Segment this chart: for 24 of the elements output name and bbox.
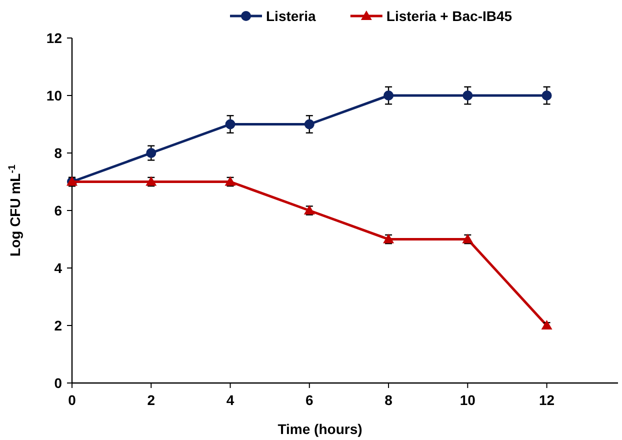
y-tick-label: 6: [54, 202, 62, 218]
legend-label: Listeria + Bac-IB45: [386, 8, 512, 24]
x-tick-label: 6: [305, 392, 314, 408]
x-tick-label: 4: [226, 392, 234, 408]
point: [225, 119, 236, 130]
y-tick-label: 10: [46, 87, 62, 104]
point: [304, 119, 314, 130]
y-tick-label: 0: [54, 374, 62, 391]
y-tick-label: 12: [46, 30, 62, 46]
point: [146, 148, 156, 158]
point: [542, 90, 552, 100]
point: [384, 90, 394, 100]
x-tick-label: 2: [147, 392, 156, 408]
y-tick-label: 2: [54, 317, 62, 334]
y-tick-label: 4: [54, 260, 62, 276]
x-tick-label: 8: [384, 392, 393, 408]
point: [462, 90, 473, 100]
x-tick-label: 12: [538, 392, 555, 408]
x-axis-title: Time (hours): [278, 421, 362, 437]
x-tick-label: 10: [460, 392, 476, 408]
point: [541, 320, 552, 330]
y-tick-label: 8: [54, 144, 62, 161]
x-tick-label: 0: [68, 392, 76, 408]
legend-label: Listeria: [266, 8, 316, 24]
